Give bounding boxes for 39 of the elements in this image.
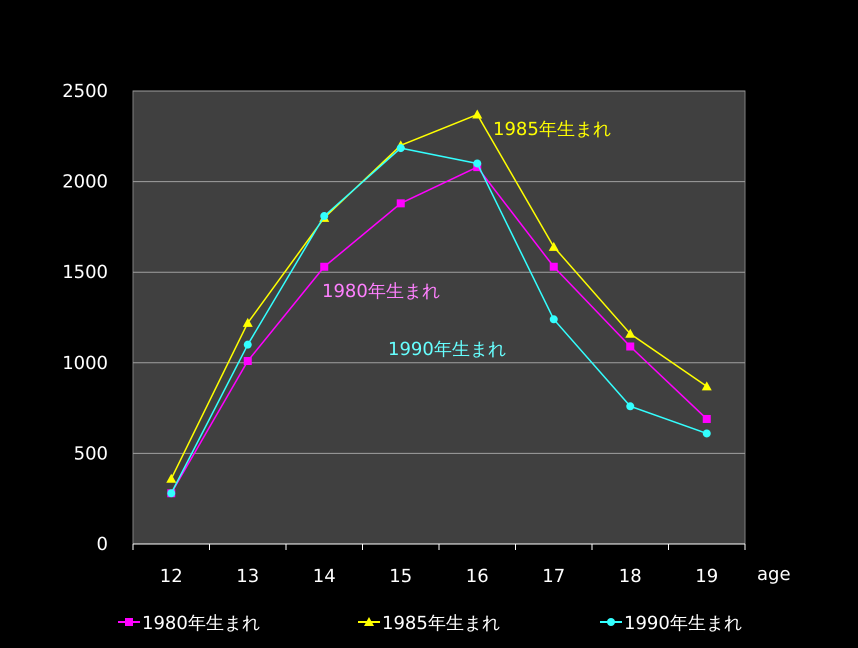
y-tick-label: 1000 [62,352,108,374]
point [244,340,252,349]
point [396,199,405,208]
legend-label: 1985年生まれ [382,613,500,634]
point [396,144,405,152]
point [626,402,634,410]
legend-label: 1980年生まれ [142,613,260,634]
point [548,242,559,251]
point [244,356,252,365]
point [702,429,711,438]
point [626,342,634,350]
point [550,262,558,271]
annotation: 1985年生まれ [493,119,611,140]
x-tick-label: 12 [160,566,183,587]
x-axis-title: age [757,564,791,585]
point [473,159,482,168]
annotation: 1990年生まれ [388,339,506,360]
x-tick-label: 17 [542,566,566,587]
point [625,328,636,338]
x-tick-label: 16 [466,566,489,587]
legend-label: 1990年生まれ [624,613,742,634]
x-tick-label: 15 [389,566,412,587]
y-tick-label: 500 [74,443,108,464]
point [166,474,176,483]
y-tick-label: 1500 [62,262,108,284]
point [242,318,253,327]
point [472,110,482,119]
x-tick-label: 13 [236,566,260,587]
point [702,414,711,423]
x-tick-label: 14 [312,566,336,587]
point [550,315,558,324]
y-tick-label: 0 [96,534,108,555]
point [702,381,712,390]
y-tick-label: 2000 [62,172,108,193]
x-tick-label: 19 [695,566,718,587]
annotation: 1980年生まれ [322,281,440,302]
y-tick-label: 2500 [62,81,108,102]
x-tick-label: 18 [618,566,642,587]
point [320,262,328,271]
